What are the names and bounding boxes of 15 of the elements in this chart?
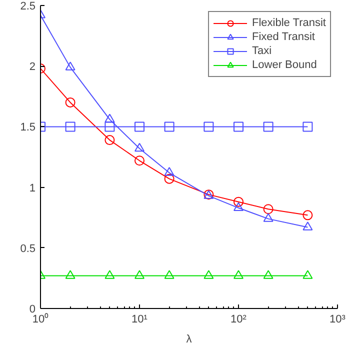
x-axis-title: λ [186,334,192,346]
legend-label: Fixed Transit [252,30,315,44]
y-tick-label: 2 [29,61,36,74]
x-tick-label: 10² [230,314,247,326]
y-tick-label: 0 [29,304,36,316]
legend-label: Lower Bound [252,58,317,72]
y-tick-label: 2.5 [20,0,36,12]
legend-label: Flexible Transit [252,16,326,30]
legend-label: Taxi [252,44,272,58]
y-tick-label: 1 [29,182,36,194]
y-tick-label: 1.5 [20,122,36,134]
x-tick-label: 10³ [330,314,346,326]
x-tick-label: 10⁰ [32,312,49,326]
x-tick-label: 10¹ [132,314,148,326]
y-tick-label: 0.5 [20,242,36,255]
